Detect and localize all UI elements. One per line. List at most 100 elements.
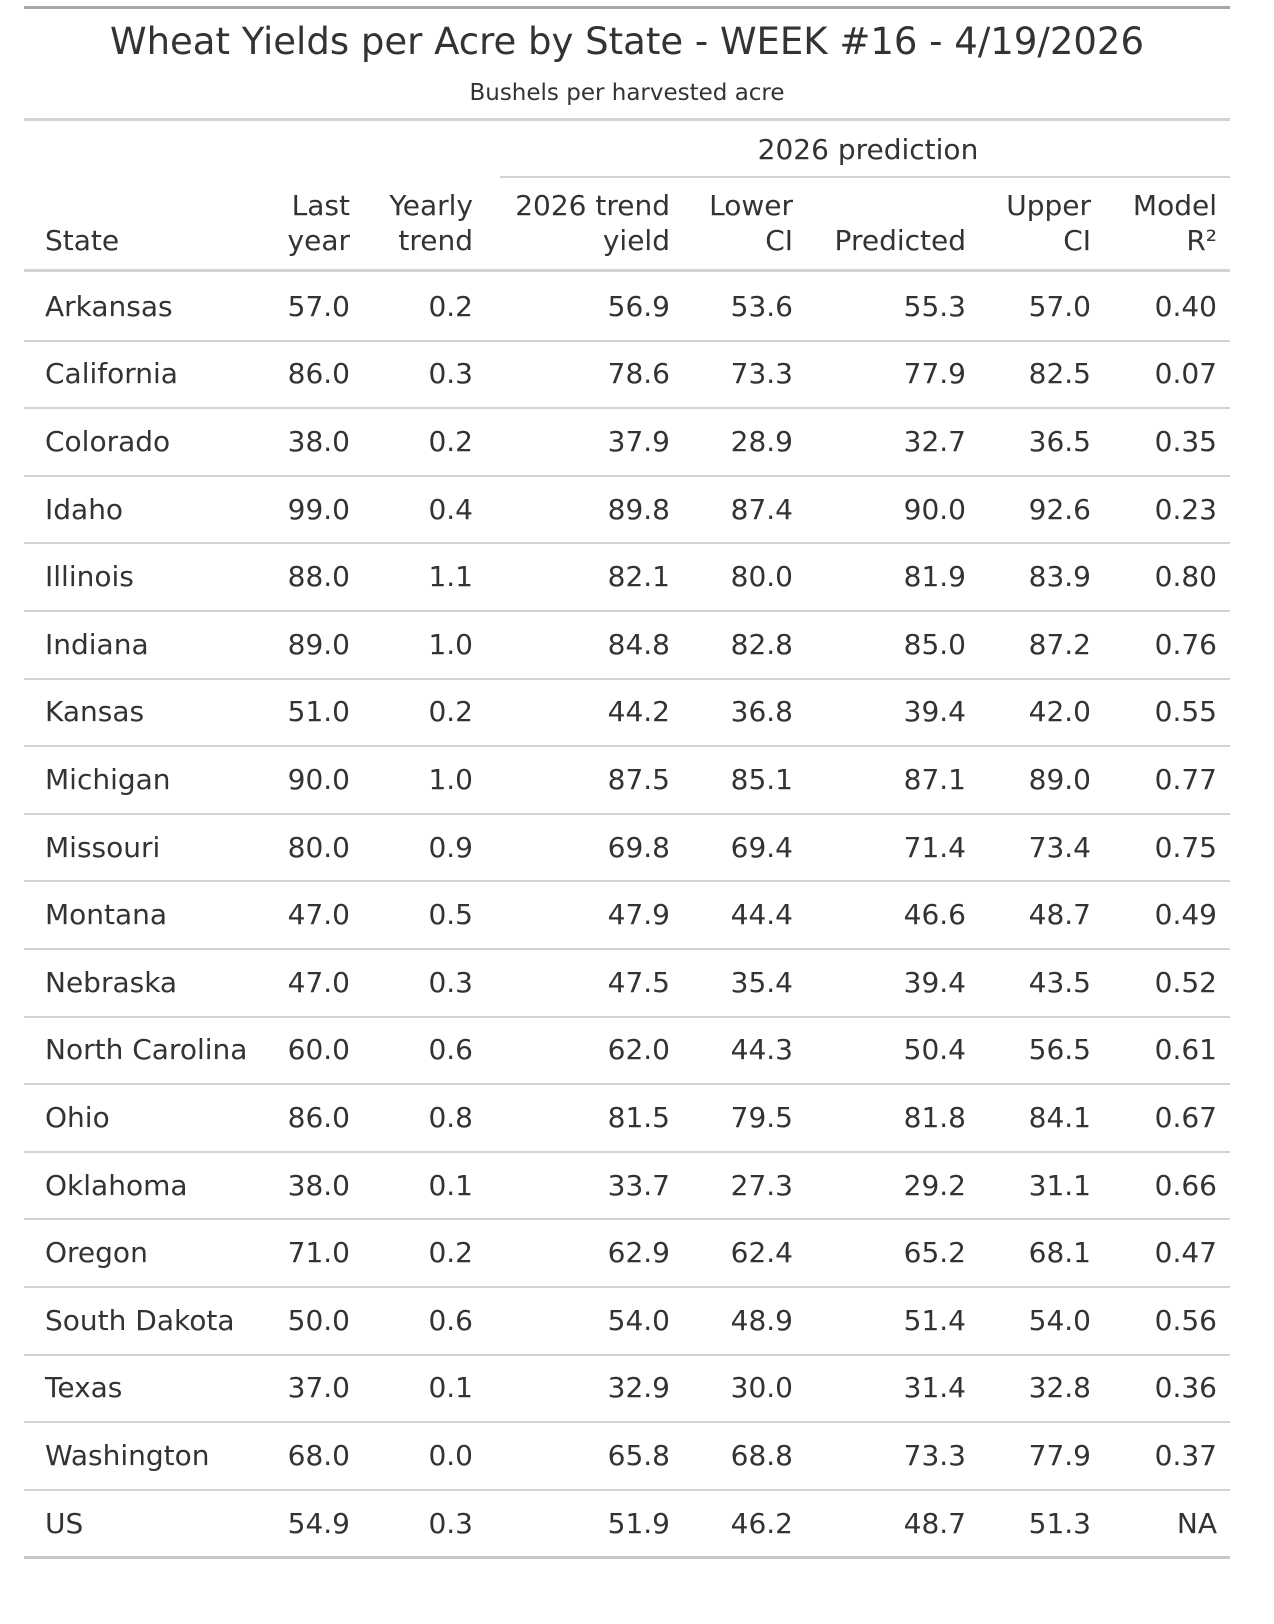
cell: 68.1 [1028, 1236, 1091, 1270]
cell: 47.5 [607, 965, 670, 999]
cell: 62.0 [607, 1033, 670, 1067]
cell: 56.5 [1028, 1033, 1091, 1067]
cell: 65.2 [903, 1236, 966, 1270]
row-border [24, 1556, 1230, 1560]
cell: 68.0 [287, 1439, 350, 1472]
column-label: Lower [709, 189, 793, 222]
cell: 90.0 [903, 492, 966, 526]
cell: 37.9 [607, 425, 670, 458]
cell: 68.8 [730, 1439, 793, 1472]
row-border [24, 1421, 1230, 1424]
cell: 86.0 [287, 1101, 350, 1134]
row-label: Michigan [45, 763, 171, 796]
cell: 80.0 [730, 560, 793, 594]
row-label: North Carolina [45, 1033, 248, 1067]
row-label: Missouri [45, 830, 161, 864]
cell: 47.0 [287, 965, 350, 999]
cell: 0.8 [428, 1101, 473, 1134]
cell: 83.9 [1028, 560, 1091, 594]
cell: 71.4 [903, 830, 966, 864]
cell: 0.37 [1154, 1439, 1217, 1472]
cell: 0.2 [428, 1236, 473, 1270]
cell: 62.9 [607, 1236, 670, 1270]
row-border [24, 948, 1230, 950]
row-label: Ohio [45, 1101, 110, 1134]
row-label: Nebraska [45, 965, 178, 999]
row-border [24, 880, 1230, 883]
row-label: California [45, 357, 178, 391]
cell: 1.1 [428, 560, 473, 594]
cell: 99.0 [287, 492, 350, 526]
cell: 79.5 [730, 1101, 793, 1134]
column-label: yield [602, 224, 670, 257]
cell: NA [1176, 1506, 1217, 1540]
cell: 51.3 [1028, 1506, 1091, 1540]
cell: 73.3 [903, 1439, 966, 1472]
column-label: Last [291, 189, 350, 222]
cell: 29.2 [903, 1168, 966, 1202]
row-border [24, 677, 1230, 680]
column-label: Predicted [834, 224, 966, 257]
cell: 51.9 [607, 1506, 670, 1540]
row-label: Oklahoma [45, 1168, 188, 1202]
cell: 51.0 [287, 695, 350, 729]
cell: 89.8 [607, 492, 670, 526]
row-label: Colorado [45, 425, 171, 458]
cell: 0.4 [428, 492, 473, 526]
row-border [24, 1150, 1230, 1153]
cell: 81.9 [903, 560, 966, 594]
cell: 0.47 [1154, 1236, 1217, 1270]
cell: 77.9 [903, 357, 966, 391]
column-label: Model [1132, 189, 1217, 222]
cell: 51.4 [903, 1303, 966, 1337]
cell: 32.8 [1028, 1371, 1091, 1405]
cell: 47.9 [607, 898, 670, 932]
cell: 0.77 [1154, 763, 1217, 796]
cell: 81.5 [607, 1101, 670, 1134]
row-border [24, 542, 1230, 545]
row-border [24, 812, 1230, 815]
row-border [24, 745, 1230, 748]
cell: 73.3 [730, 357, 793, 391]
row-border [24, 1083, 1230, 1086]
cell: 69.4 [730, 830, 793, 864]
row-border [24, 1218, 1230, 1221]
cell: 57.0 [287, 289, 350, 323]
column-label: CI [765, 224, 793, 257]
cell: 54.0 [1028, 1303, 1091, 1337]
cell: 88.0 [287, 560, 350, 594]
row-border [24, 339, 1230, 342]
cell: 48.9 [730, 1303, 793, 1337]
cell: 89.0 [287, 627, 350, 661]
cell: 44.2 [607, 695, 670, 729]
cell: 0.49 [1154, 898, 1217, 932]
cell: 82.1 [607, 560, 670, 594]
cell: 0.2 [428, 425, 473, 458]
row-border [24, 1286, 1230, 1288]
spanner: 2026 prediction [757, 133, 979, 166]
cell: 0.6 [428, 1303, 473, 1337]
cell: 0.6 [428, 1033, 473, 1067]
column-label: CI [1063, 224, 1091, 257]
row-label: US [45, 1506, 84, 1540]
cell: 48.7 [1028, 898, 1091, 932]
column-label: Yearly [389, 189, 473, 222]
cell: 0.76 [1154, 627, 1217, 661]
row-label: Washington [45, 1439, 210, 1472]
cell: 87.2 [1028, 627, 1091, 661]
cell: 80.0 [287, 830, 350, 864]
row-label: Montana [45, 898, 168, 932]
cell: 0.40 [1154, 289, 1217, 323]
cell: 87.5 [607, 763, 670, 796]
cell: 38.0 [287, 1168, 350, 1202]
row-border [24, 1353, 1230, 1356]
cell: 38.0 [287, 425, 350, 458]
row-label: Indiana [45, 627, 149, 661]
cell: 50.0 [287, 1303, 350, 1337]
column-label: R² [1186, 224, 1217, 257]
cell: 86.0 [287, 357, 350, 391]
cell: 42.0 [1028, 695, 1091, 729]
row-border [24, 610, 1230, 612]
cell: 87.1 [903, 763, 966, 796]
